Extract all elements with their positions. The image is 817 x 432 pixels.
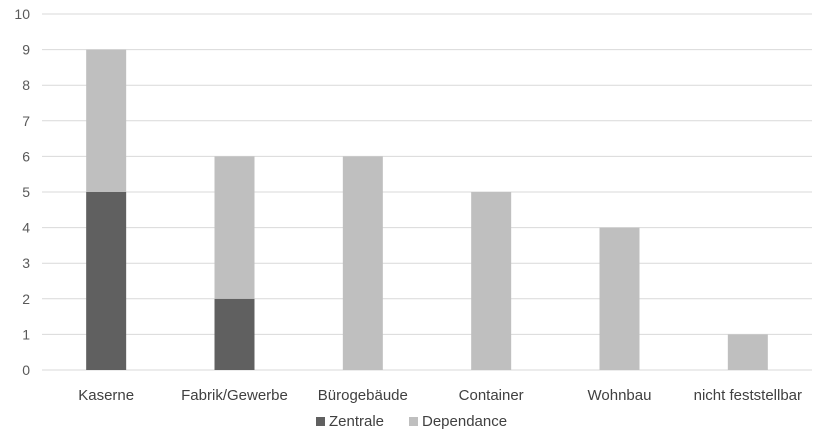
- bars: [86, 49, 768, 370]
- legend-label-dependance: Dependance: [422, 413, 507, 430]
- y-tick-label: 5: [22, 184, 30, 200]
- x-category-label: Wohnbau: [588, 387, 652, 404]
- bar-zentrale-0: [86, 192, 127, 370]
- bar-dependance-3: [471, 192, 512, 370]
- bar-dependance-4: [599, 227, 640, 370]
- y-tick-label: 2: [22, 291, 30, 307]
- y-tick-label: 7: [22, 113, 30, 129]
- legend-label-zentrale: Zentrale: [329, 413, 384, 430]
- bar-zentrale-1: [214, 298, 255, 370]
- y-tick-label: 1: [22, 326, 30, 342]
- bar-dependance-2: [342, 156, 383, 370]
- legend-swatch-dependance: [409, 417, 418, 426]
- y-tick-label: 3: [22, 255, 30, 271]
- gridlines: [42, 13, 812, 371]
- y-tick-label: 4: [22, 220, 30, 236]
- x-category-label: Kaserne: [78, 387, 134, 404]
- x-category-label: nicht feststellbar: [694, 387, 802, 404]
- bar-dependance-1: [214, 156, 255, 299]
- legend: Zentrale Dependance: [316, 413, 507, 430]
- y-tick-label: 10: [14, 6, 30, 22]
- y-tick-label: 6: [22, 148, 30, 164]
- x-axis-category-labels: Kaserne Fabrik/Gewerbe Bürogebäude Containe…: [78, 387, 802, 404]
- x-category-label: Fabrik/Gewerbe: [181, 387, 288, 404]
- bar-dependance-0: [86, 49, 127, 192]
- y-tick-label: 9: [22, 42, 30, 58]
- y-tick-label: 0: [22, 362, 30, 378]
- bar-dependance-5: [727, 334, 768, 370]
- x-category-label: Bürogebäude: [318, 387, 408, 404]
- legend-swatch-zentrale: [316, 417, 325, 426]
- y-axis-tick-labels: 0 1 2 3 4 5 6 7 8 9 10: [14, 6, 30, 378]
- y-tick-label: 8: [22, 77, 30, 93]
- x-category-label: Container: [459, 387, 524, 404]
